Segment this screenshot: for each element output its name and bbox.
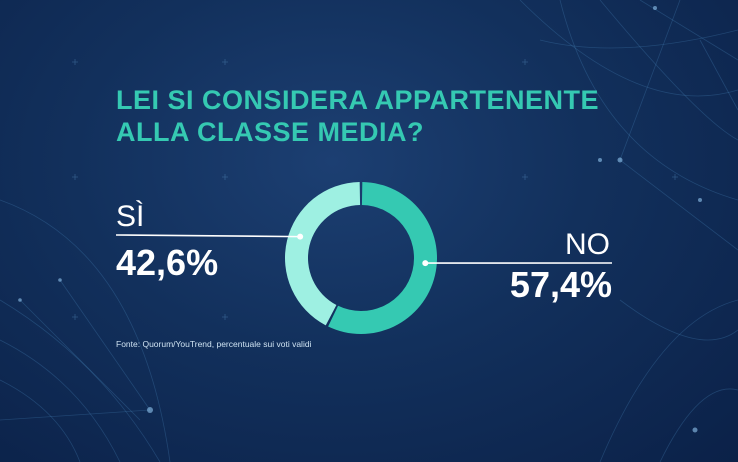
title-line-2: ALLA CLASSE MEDIA? xyxy=(116,117,424,147)
source-note: Fonte: Quorum/YouTrend, percentuale sui … xyxy=(116,339,312,349)
leader-line-si xyxy=(115,234,301,238)
donut-slice-no xyxy=(328,182,437,334)
slice-value-no: 57,4% xyxy=(510,264,612,305)
leader-dot-si xyxy=(297,233,304,240)
chart-title: LEI SI CONSIDERA APPARTENENTE ALLA CLASS… xyxy=(116,84,636,148)
leader-dot-no xyxy=(422,260,429,267)
slice-value-si: 42,6% xyxy=(116,242,218,283)
slice-label-no: NO xyxy=(565,228,610,261)
donut-slice-si xyxy=(285,182,361,326)
title-line-1: LEI SI CONSIDERA APPARTENENTE xyxy=(116,85,600,115)
slice-label-si: SÌ xyxy=(116,200,144,233)
